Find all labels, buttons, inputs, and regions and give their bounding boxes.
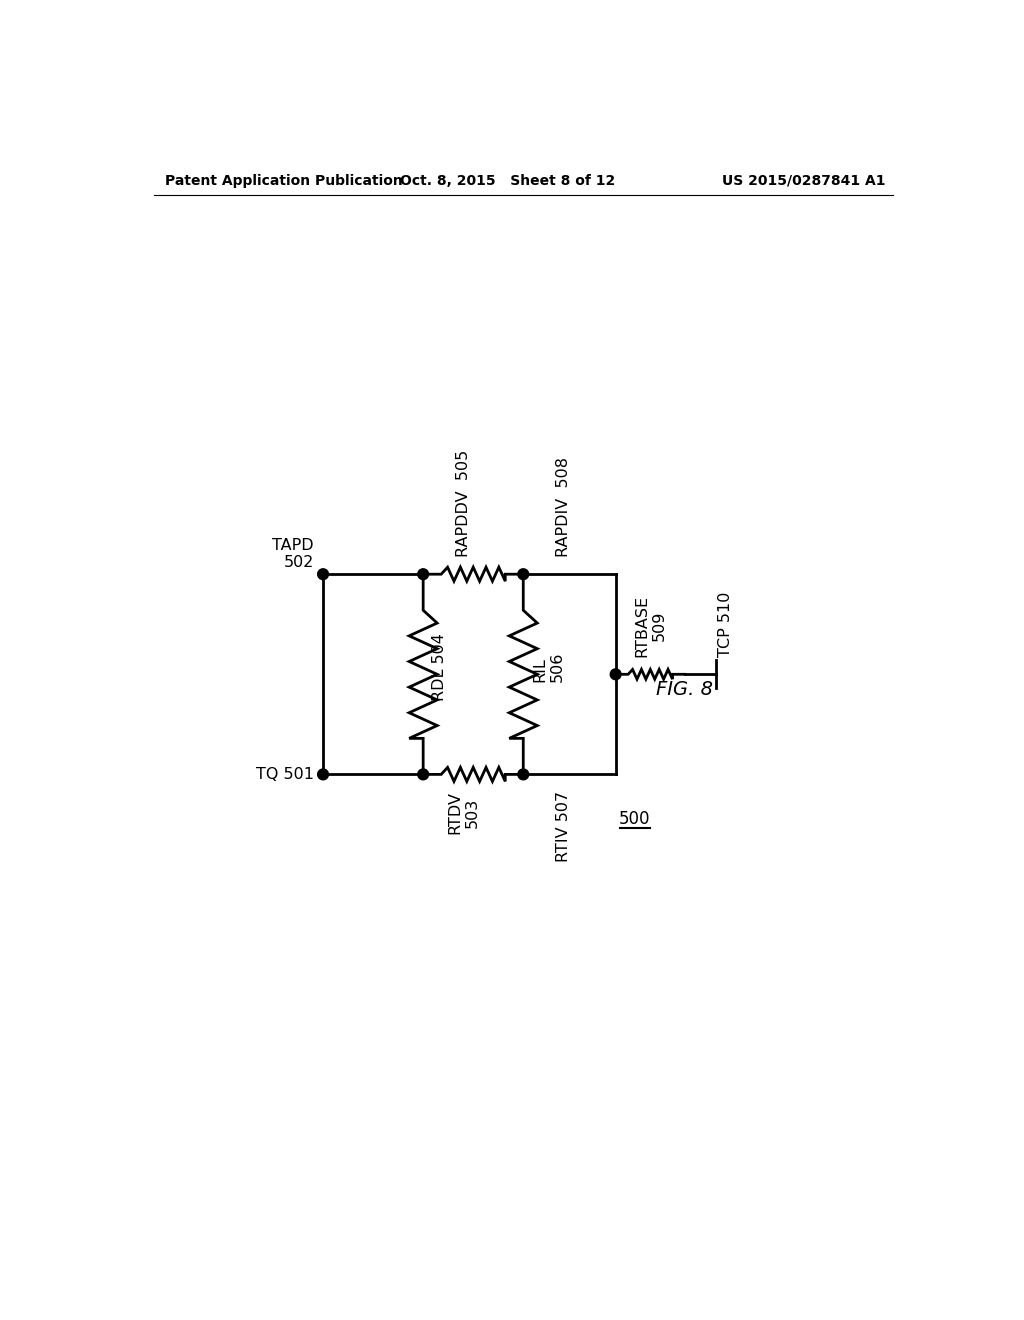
Circle shape: [518, 569, 528, 579]
Text: RDL 504: RDL 504: [432, 632, 447, 701]
Text: FIG. 8: FIG. 8: [656, 680, 714, 700]
Text: RAPDIV  508: RAPDIV 508: [556, 457, 570, 557]
Circle shape: [317, 770, 329, 780]
Text: RAPDDV  505: RAPDDV 505: [457, 450, 471, 557]
Text: TQ 501: TQ 501: [256, 767, 313, 781]
Text: TAPD
502: TAPD 502: [272, 539, 313, 570]
Text: RTBASE
509: RTBASE 509: [634, 595, 667, 657]
Text: 500: 500: [620, 810, 650, 829]
Text: US 2015/0287841 A1: US 2015/0287841 A1: [722, 174, 885, 187]
Circle shape: [418, 770, 429, 780]
Text: RTDV
503: RTDV 503: [447, 792, 480, 834]
Circle shape: [317, 569, 329, 579]
Circle shape: [518, 770, 528, 780]
Text: TCP 510: TCP 510: [718, 591, 732, 657]
Circle shape: [610, 669, 621, 680]
Text: Oct. 8, 2015   Sheet 8 of 12: Oct. 8, 2015 Sheet 8 of 12: [400, 174, 615, 187]
Text: RIL
506: RIL 506: [532, 651, 565, 682]
Text: RTIV 507: RTIV 507: [556, 792, 570, 862]
Circle shape: [418, 569, 429, 579]
Text: Patent Application Publication: Patent Application Publication: [165, 174, 403, 187]
